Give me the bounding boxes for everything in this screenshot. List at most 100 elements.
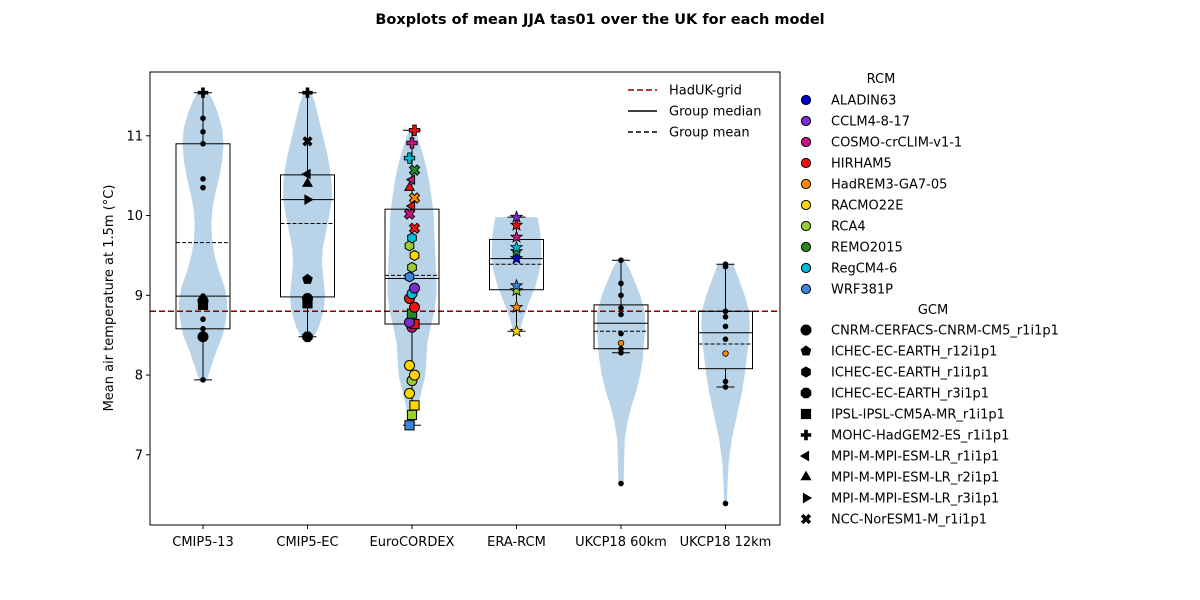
y-tick-label: 9 xyxy=(135,289,143,304)
data-point-2-19 xyxy=(407,232,417,244)
data-point-1-8 xyxy=(302,87,313,98)
data-point-4-4 xyxy=(618,330,624,337)
legend-label: Group mean xyxy=(669,126,750,141)
data-point-2-15 xyxy=(404,271,415,283)
data-point-4-2 xyxy=(618,345,624,352)
legend-rcm-title: RCM xyxy=(867,72,896,87)
legend-gcm-label: ICHEC-EC-EARTH_r1i1p1 xyxy=(831,366,989,381)
legend-gcm-label: MPI-M-MPI-ESM-LR_r3i1p1 xyxy=(831,492,999,507)
data-point-2-14 xyxy=(409,282,420,294)
legend-gcm-marker xyxy=(800,408,812,420)
legend-rcm-label: CCLM4-8-17 xyxy=(831,115,910,130)
data-point-2-5 xyxy=(409,369,420,381)
data-point-2-9 xyxy=(404,316,415,328)
legend-gcm-label: ICHEC-EC-EARTH_r12i1p1 xyxy=(831,345,997,360)
data-point-5-1 xyxy=(722,384,729,390)
x-tick-label: CMIP5-13 xyxy=(172,535,233,550)
y-tick-label: 8 xyxy=(135,369,143,384)
data-point-5-0 xyxy=(722,500,729,507)
violin-1 xyxy=(283,92,332,337)
plot-area: 7 8 9 10 11 CMIP5-13 CMIP5-EC EuroCORDEX ERA-RCM… xyxy=(126,71,781,550)
data-point-1-6 xyxy=(301,168,311,180)
data-point-2-27 xyxy=(403,152,416,164)
violin-3 xyxy=(491,217,542,332)
y-tick-label: 7 xyxy=(135,448,143,463)
legend-rcm-label: RegCM4-6 xyxy=(831,262,897,277)
legend-rcm-swatch xyxy=(800,115,812,127)
legend-rcm-swatch xyxy=(800,178,812,190)
legend-rcm-label: HadREM3-GA7-05 xyxy=(831,178,947,193)
legend-rcm-label: RCA4 xyxy=(831,220,866,235)
legend: RCM ALADIN63 CCLM4-8-17 COSMO-crCLIM-v1-1 HI… xyxy=(799,72,1059,528)
data-point-4-6 xyxy=(618,305,624,311)
legend-gcm-marker xyxy=(801,366,811,378)
data-point-2-20 xyxy=(408,222,421,235)
legend-rcm-label: ALADIN63 xyxy=(831,94,896,109)
legend-rcm-label: RACMO22E xyxy=(831,199,903,214)
data-point-3-3 xyxy=(509,278,524,292)
data-point-1-0 xyxy=(302,331,313,343)
data-point-3-8 xyxy=(509,217,524,231)
data-point-5-4 xyxy=(722,336,729,342)
data-point-2-2 xyxy=(409,400,420,411)
data-point-5-9 xyxy=(722,261,729,268)
data-point-3-4 xyxy=(509,251,524,265)
legend-gcm-marker xyxy=(800,324,812,336)
legend-rcm-label: COSMO-crCLIM-v1-1 xyxy=(831,136,962,151)
data-point-2-25 xyxy=(405,174,416,186)
data-point-2-21 xyxy=(403,208,416,220)
legend-rcm-swatch xyxy=(800,262,812,274)
data-point-3-7 xyxy=(509,229,524,243)
data-point-5-5 xyxy=(722,323,729,330)
data-point-4-5 xyxy=(618,311,624,318)
data-point-1-3 xyxy=(302,273,313,284)
data-point-3-2 xyxy=(509,283,524,297)
legend-gcm-marker xyxy=(800,513,812,525)
data-point-2-28 xyxy=(406,137,418,149)
y-axis-label: Mean air temperature at 1.5m (°C) xyxy=(102,185,117,412)
data-point-2-29 xyxy=(408,124,421,136)
legend-gcm-marker xyxy=(800,429,812,441)
data-point-1-5 xyxy=(301,177,314,187)
data-point-4-0 xyxy=(618,480,624,487)
x-tick-label: UKCP18 60km xyxy=(575,535,667,550)
data-point-1-7 xyxy=(302,136,313,147)
y-tick-label: 11 xyxy=(126,129,143,144)
data-point-3-6 xyxy=(509,240,524,254)
data-point-1-4 xyxy=(304,194,314,205)
legend-gcm-label: CNRM-CERFACS-CNRM-CM5_r1i1p1 xyxy=(831,324,1059,339)
legend-rcm-swatch xyxy=(800,157,812,169)
data-point-3-0 xyxy=(509,324,524,337)
legend-label: Group median xyxy=(669,105,761,120)
legend-rcm-label: WRF381P xyxy=(831,283,893,298)
data-point-5-2 xyxy=(722,378,729,385)
legend-gcm-marker xyxy=(800,345,812,356)
legend-label: HadUK-grid xyxy=(669,84,742,99)
legend-gcm-label: ICHEC-EC-EARTH_r3i1p1 xyxy=(831,387,989,402)
data-point-4-1 xyxy=(618,349,624,356)
data-point-3-5 xyxy=(509,244,524,258)
data-point-1-2 xyxy=(302,293,313,304)
data-point-5-6 xyxy=(722,314,729,320)
legend-rcm-label: REMO2015 xyxy=(831,241,903,256)
data-point-0-8 xyxy=(200,184,206,191)
data-point-2-6 xyxy=(404,359,415,371)
data-point-0-9 xyxy=(200,176,206,182)
data-point-0-13 xyxy=(197,87,209,98)
data-point-0-2 xyxy=(200,332,206,338)
legend-rcm-swatch xyxy=(800,136,812,148)
legend-gcm-marker xyxy=(800,470,812,481)
legend-gcm-label: NCC-NorESM1-M_r1i1p1 xyxy=(831,513,987,528)
x-tick-label: ERA-RCM xyxy=(487,535,546,550)
data-point-0-4 xyxy=(200,316,206,323)
legend-gcm-label: MPI-M-MPI-ESM-LR_r1i1p1 xyxy=(831,450,999,465)
data-point-5-3 xyxy=(722,350,729,357)
legend-rcm-swatch xyxy=(800,220,812,232)
legend-rcm-swatch xyxy=(800,283,812,295)
legend-gcm-title: GCM xyxy=(918,303,948,318)
data-point-4-7 xyxy=(618,292,624,299)
data-point-2-22 xyxy=(405,200,416,212)
legend-gcm-label: IPSL-IPSL-CM5A-MR_r1i1p1 xyxy=(831,408,1005,423)
data-point-0-7 xyxy=(200,293,206,299)
legend-rcm-swatch xyxy=(800,94,812,106)
